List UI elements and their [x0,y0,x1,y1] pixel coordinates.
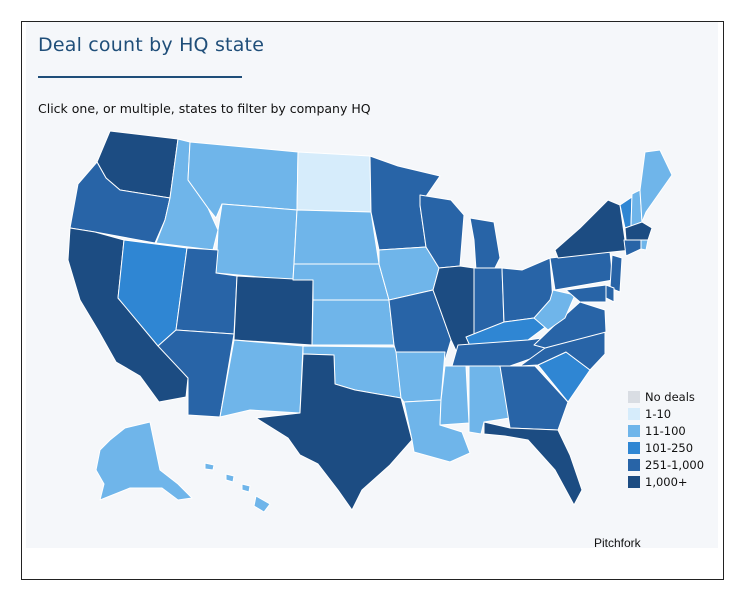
legend-label: No deals [645,389,695,404]
state-co[interactable] [233,275,314,346]
state-ga[interactable] [499,365,569,431]
source-credit: Pitchfork [594,536,641,550]
legend-item-1000-plus[interactable]: 1,000+ [628,473,704,490]
legend-label: 11-100 [645,423,686,438]
filter-instruction: Click one, or multiple, states to filter… [38,101,371,116]
legend-swatch [628,390,640,403]
state-ak[interactable] [95,421,193,501]
state-tx[interactable] [255,353,413,511]
legend-label: 1,000+ [645,474,688,489]
legend-swatch [628,458,640,471]
state-sd[interactable] [293,209,380,265]
legend-item-no-deals[interactable]: No deals [628,388,704,405]
state-ks[interactable] [311,299,395,346]
title-underline [38,76,242,78]
legend-label: 101-250 [645,440,694,455]
state-nj[interactable] [609,254,623,293]
state-nm[interactable] [219,339,304,418]
legend-label: 251-1,000 [645,457,705,472]
state-ma[interactable] [624,221,653,241]
legend-item-251-1000[interactable]: 251-1,000 [628,456,704,473]
legend-item-1-10[interactable]: 1-10 [628,405,704,422]
state-me[interactable] [639,149,673,223]
legend-swatch [628,407,640,420]
state-hi[interactable] [204,462,271,513]
state-ms[interactable] [439,365,470,426]
state-md[interactable] [565,284,607,303]
state-nd[interactable] [296,151,372,213]
state-mi[interactable] [469,217,501,271]
map-legend: No deals 1-10 11-100 101-250 251-1,000 1… [628,388,704,490]
legend-item-101-250[interactable]: 101-250 [628,439,704,456]
legend-swatch [628,475,640,488]
legend-swatch [628,424,640,437]
state-ar[interactable] [395,351,446,403]
state-ri[interactable] [640,239,649,251]
state-fl[interactable] [483,421,583,506]
state-de[interactable] [605,284,615,303]
legend-label: 1-10 [645,406,672,421]
legend-swatch [628,441,640,454]
state-ct[interactable] [623,239,642,257]
legend-item-11-100[interactable]: 11-100 [628,422,704,439]
state-wy[interactable] [215,203,298,281]
chart-title: Deal count by HQ state [38,34,265,56]
